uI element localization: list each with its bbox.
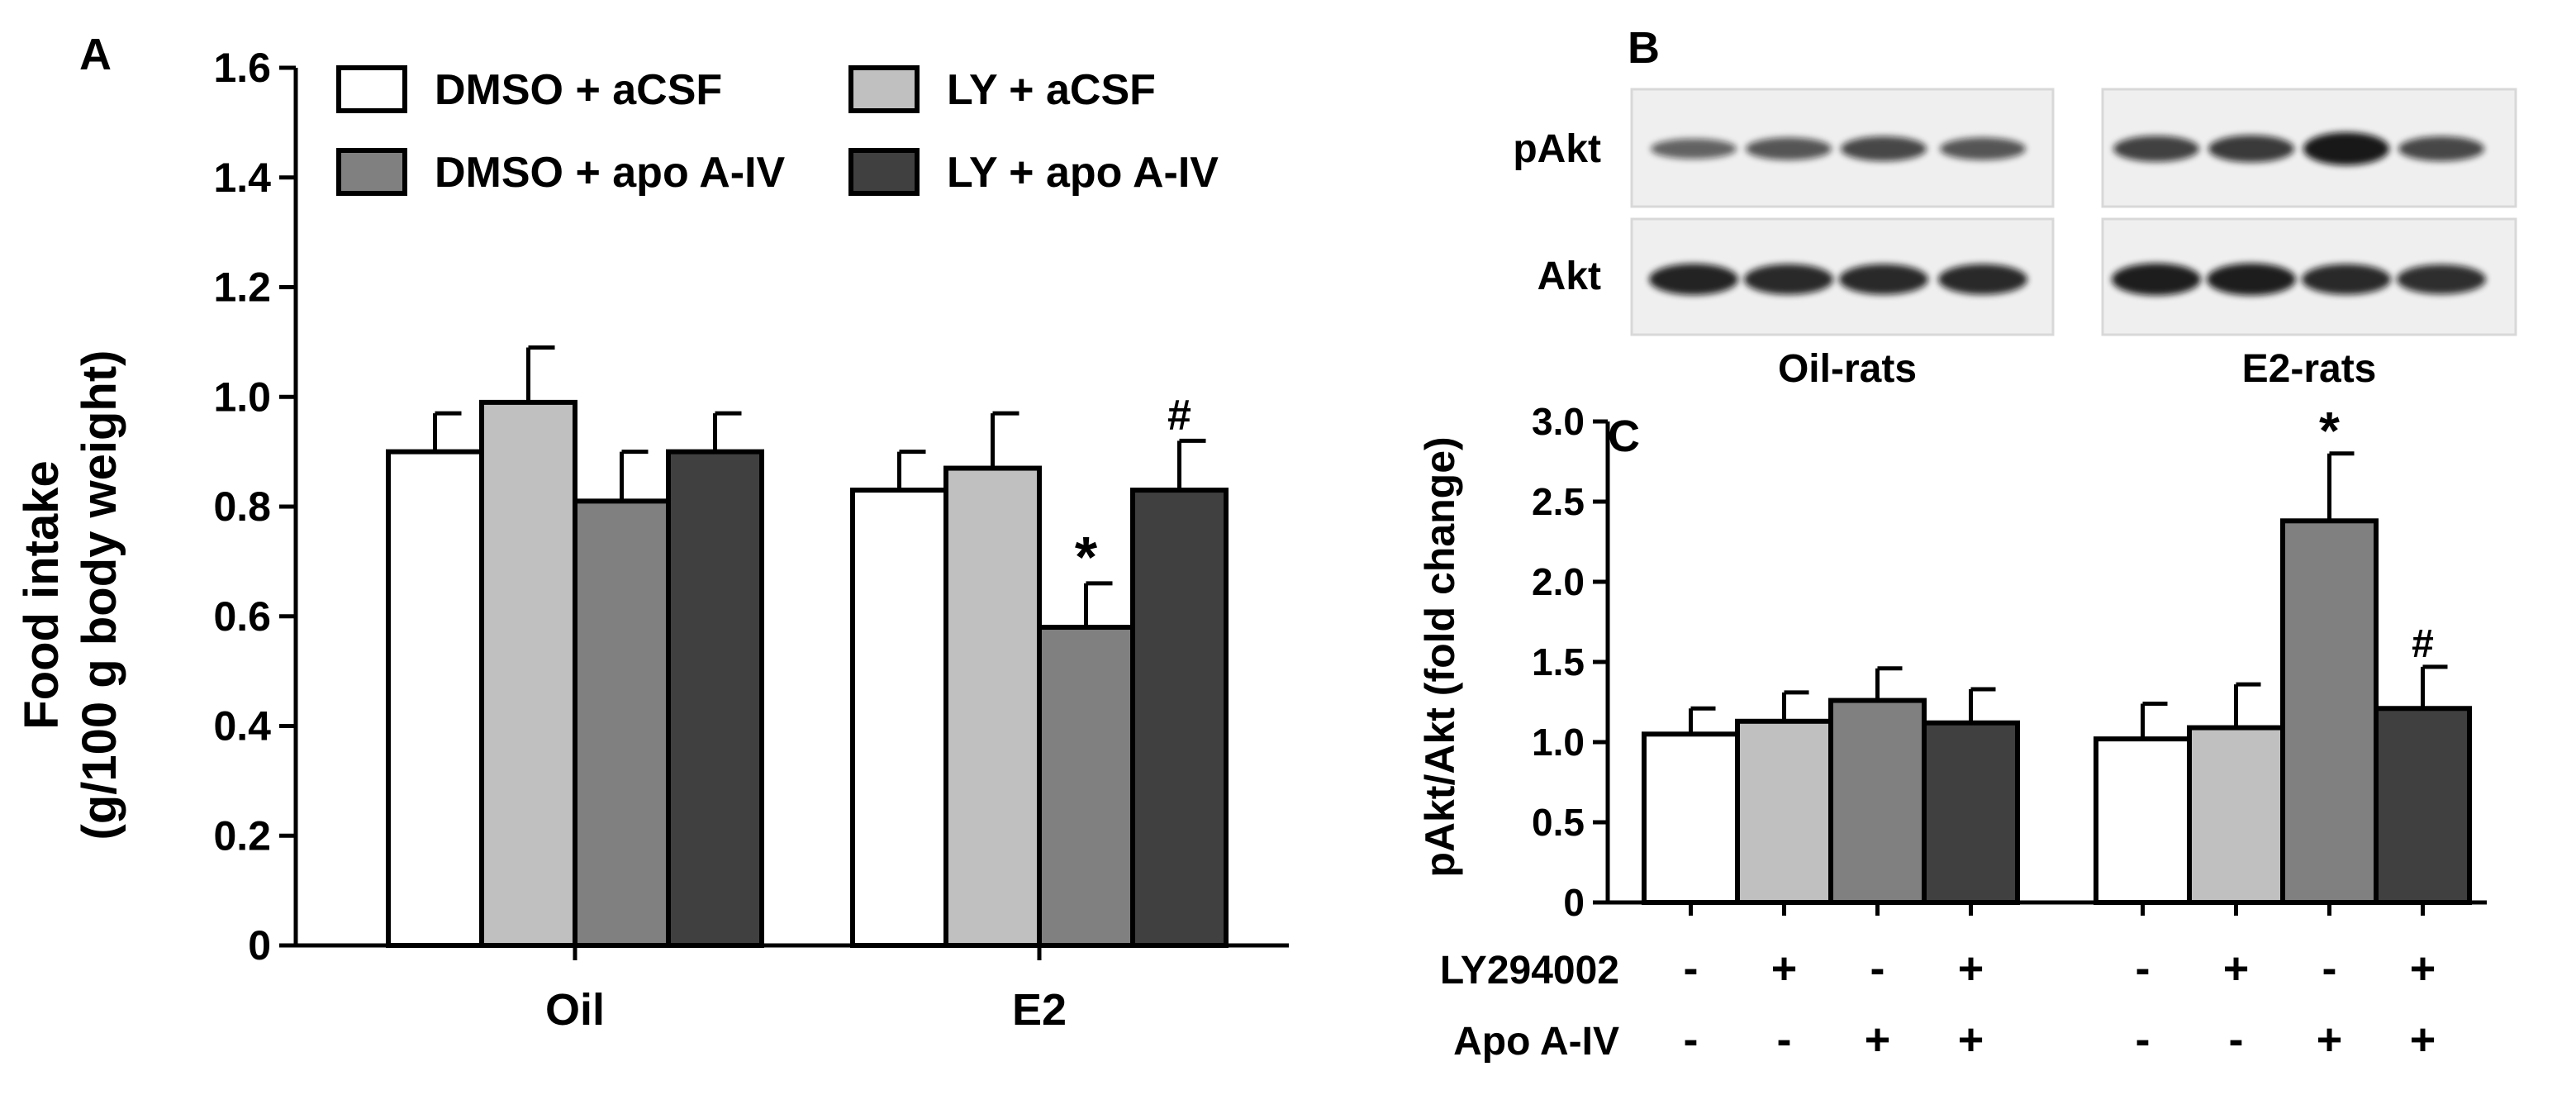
- treatment-row-label: Apo A-IV: [1453, 1020, 1619, 1064]
- akt-band: [2397, 264, 2486, 294]
- bar-c: [2374, 706, 2472, 906]
- treatment-sign: -: [2136, 1015, 2151, 1064]
- bar-c: [1828, 697, 1927, 905]
- treatment-sign: +: [1958, 1015, 1984, 1064]
- y-tick-label-c: 0: [1563, 881, 1585, 924]
- chart-a: DMSO + aCSF LY + aCSF DMSO + apo A-IV LY + …: [15, 45, 1289, 1035]
- bar-a: [573, 498, 671, 948]
- bar-a: [850, 488, 948, 948]
- pakt-band: [1841, 136, 1927, 162]
- blot-group-label-e2: E2-rats: [2242, 347, 2377, 391]
- akt-band: [1839, 264, 1928, 295]
- bar-a: [1130, 488, 1229, 948]
- panel-c-label: C: [1608, 412, 1640, 461]
- y-tick-label-c: 2.0: [1532, 560, 1585, 603]
- blot-row-label-pakt: pAkt: [1513, 127, 1601, 171]
- legend-a: DMSO + aCSF LY + aCSF DMSO + apo A-IV LY + …: [336, 65, 1219, 197]
- treatment-sign: +: [2223, 944, 2250, 993]
- pakt-band: [1651, 138, 1737, 159]
- blot-row-label-akt: Akt: [1538, 255, 1601, 298]
- treatment-sign: -: [2136, 944, 2151, 993]
- treatment-sign: -: [2229, 1015, 2244, 1064]
- treatment-sign: +: [1865, 1015, 1891, 1064]
- pakt-band: [1746, 137, 1832, 160]
- akt-band: [1649, 264, 1738, 295]
- legend-swatch-a: [336, 148, 407, 196]
- significance-mark-c: #: [2412, 622, 2434, 666]
- treatment-sign: -: [2322, 944, 2337, 993]
- bar-a: [943, 465, 1042, 948]
- y-tick-label-a: 0.8: [213, 483, 271, 530]
- y-tick-label-a: 1.2: [213, 264, 271, 311]
- significance-mark-c: *: [2319, 401, 2340, 460]
- y-tick-label-a: 0.6: [213, 593, 271, 640]
- x-category-label-a: Oil: [545, 985, 605, 1035]
- bar-c: [1642, 731, 1740, 905]
- y-tick-label-a: 0.2: [213, 812, 271, 859]
- y-tick-label-c: 0.5: [1532, 801, 1585, 844]
- legend-label-a: DMSO + aCSF: [435, 66, 722, 114]
- blot-group-label-oil: Oil-rats: [1778, 347, 1917, 391]
- akt-band: [2302, 264, 2391, 295]
- y-tick-label-a: 1.4: [213, 155, 271, 201]
- y-tick-label-a: 1.6: [213, 45, 271, 91]
- bar-a: [1037, 625, 1135, 949]
- treatment-sign: +: [2317, 1015, 2343, 1064]
- significance-mark-a: *: [1075, 525, 1098, 589]
- y-tick-label-c: 3.0: [1532, 400, 1585, 443]
- y-tick-label-c: 1.0: [1532, 721, 1585, 764]
- treatment-sign: +: [2410, 944, 2436, 993]
- akt-band: [2112, 263, 2201, 296]
- y-tick-label-a: 0: [248, 922, 271, 969]
- significance-mark-a: #: [1167, 391, 1191, 439]
- bar-a: [666, 449, 764, 948]
- legend-swatch-a: [848, 148, 920, 196]
- treatment-sign: +: [1958, 944, 1984, 993]
- western-blot: pAkt Akt Oil-rats E2-rats: [1513, 88, 2517, 391]
- pakt-band: [1940, 137, 2026, 160]
- treatment-sign: -: [1777, 1015, 1792, 1064]
- akt-band: [1744, 264, 1833, 295]
- pakt-band: [2113, 136, 2199, 162]
- treatment-row-label: LY294002: [1440, 949, 1619, 993]
- panel-b-label: B: [1628, 23, 1660, 73]
- panel-a-label: A: [79, 30, 112, 79]
- chart-c: pAkt/Akt (fold change) 0 0.5 1.0 1.5 2.0 2.5 3…: [1417, 400, 2487, 1064]
- pakt-band: [2398, 136, 2484, 162]
- bar-c: [1922, 720, 2020, 905]
- treatment-sign: -: [1684, 1015, 1699, 1064]
- treatment-sign: +: [1771, 944, 1798, 993]
- bar-c: [1735, 718, 1833, 906]
- y-tick-label-c: 2.5: [1532, 480, 1585, 523]
- y-axis-label-a-line1: Food intake: [15, 460, 69, 729]
- y-tick-label-a: 1.0: [213, 374, 271, 420]
- y-tick-label-c: 1.5: [1532, 640, 1585, 683]
- bar-c: [2280, 518, 2379, 906]
- pakt-band: [2208, 135, 2294, 163]
- treatment-sign: -: [1870, 944, 1885, 993]
- bar-a: [479, 399, 577, 948]
- legend-swatch-a: [848, 65, 920, 113]
- y-axis-label-c: pAkt/Akt (fold change): [1417, 436, 1463, 877]
- bar-c: [2094, 736, 2192, 905]
- bar-c: [2187, 725, 2285, 905]
- y-axis-label-a-line2: (g/100 g body weight): [73, 350, 126, 840]
- treatment-sign: -: [1684, 944, 1699, 993]
- akt-band: [1938, 264, 2027, 295]
- x-category-label-a: E2: [1012, 985, 1067, 1035]
- y-tick-label-a: 0.4: [213, 703, 271, 750]
- legend-label-a: DMSO + apo A-IV: [435, 149, 786, 197]
- bar-a: [386, 449, 484, 948]
- treatment-sign: +: [2410, 1015, 2436, 1064]
- legend-label-a: LY + aCSF: [947, 66, 1156, 114]
- legend-swatch-a: [336, 65, 407, 113]
- pakt-band: [2303, 132, 2389, 165]
- legend-label-a: LY + apo A-IV: [947, 149, 1219, 197]
- akt-band: [2207, 263, 2296, 296]
